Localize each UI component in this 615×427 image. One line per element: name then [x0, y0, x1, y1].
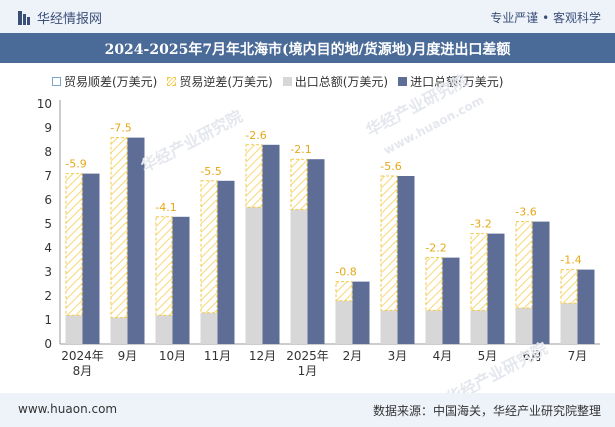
deficit-data-label: -3.2 [470, 218, 491, 231]
y-tick-label: 8 [44, 145, 52, 159]
y-tick-label: 0 [44, 337, 52, 351]
import-bar [577, 269, 595, 344]
legend-swatch-deficit [167, 77, 177, 86]
import-bar [262, 144, 280, 344]
y-tick-label: 1 [44, 313, 52, 327]
legend-label-deficit: 贸易逆差(万美元) [179, 75, 273, 89]
export-bar [335, 300, 353, 344]
brand-name: 华经情报网 [37, 12, 103, 27]
legend-item-deficit: 贸易逆差(万美元) [167, 73, 273, 90]
deficit-data-label: -2.1 [290, 143, 311, 156]
legend-label-import: 进口总额(万美元) [410, 75, 504, 89]
deficit-data-label: -2.6 [245, 129, 266, 142]
legend-item-surplus: 贸易顺差(万美元) [52, 73, 157, 90]
deficit-bar [290, 158, 308, 211]
x-tick-label: 7月 [568, 349, 588, 363]
deficit-data-label: -5.5 [200, 165, 221, 178]
y-tick-label: 10 [37, 97, 52, 111]
import-bar [217, 180, 235, 344]
legend-label-surplus: 贸易顺差(万美元) [64, 75, 158, 89]
legend-item-export: 出口总额(万美元) [282, 73, 389, 90]
brand-logo-icon [18, 10, 30, 25]
deficit-bar [65, 173, 83, 316]
y-tick-label: 2 [44, 289, 52, 303]
y-tick-label: 5 [44, 217, 52, 231]
x-tick-label: 2025年 [286, 349, 329, 363]
x-tick-label: 10月 [159, 349, 186, 363]
deficit-data-label: -2.2 [425, 242, 446, 255]
legend-item-import: 进口总额(万美元) [398, 73, 504, 90]
x-tick-label: 5月 [478, 349, 498, 363]
site-link[interactable]: www.huaon.com [18, 402, 118, 416]
title-band: 2024-2025年7月年北海市(境内目的地/货源地)月度进出口差额 [0, 33, 615, 63]
footer-bar: www.huaon.com 数据来源：中国海关，华经产业研究院整理 [0, 393, 615, 427]
import-bar [532, 221, 550, 344]
export-bar [245, 207, 263, 344]
export-bar [470, 310, 488, 344]
import-bar [397, 176, 415, 344]
data-source: 数据来源：中国海关，华经产业研究院整理 [372, 404, 601, 418]
y-tick-label: 4 [44, 241, 52, 255]
deficit-data-label: -3.6 [515, 206, 536, 219]
deficit-bar [335, 281, 353, 302]
x-tick-label: 2月 [343, 349, 363, 363]
legend-label-export: 出口总额(万美元) [294, 75, 389, 89]
x-tick-label: 8月 [73, 364, 93, 378]
deficit-bar [110, 137, 128, 319]
deficit-data-label: -7.5 [110, 122, 131, 135]
chart-title: 2024-2025年7月年北海市(境内目的地/货源地)月度进出口差额 [104, 42, 511, 58]
export-bar [560, 303, 578, 344]
x-tick-label: 12月 [249, 349, 276, 363]
deficit-bar [245, 144, 263, 208]
deficit-data-label: -1.4 [560, 254, 581, 267]
y-tick-label: 3 [44, 265, 52, 279]
export-bar [515, 308, 533, 344]
deficit-data-label: -5.9 [65, 158, 86, 171]
x-tick-label: 1月 [298, 364, 318, 378]
y-tick-label: 7 [44, 169, 52, 183]
deficit-bar [560, 269, 578, 304]
brand[interactable]: 华经情报网 [18, 8, 102, 27]
legend-swatch-import [398, 77, 408, 86]
import-bar [307, 159, 325, 344]
legend-swatch-surplus [52, 77, 61, 86]
export-bar [290, 209, 308, 344]
import-bar [82, 173, 100, 344]
x-tick-label: 6月 [523, 349, 543, 363]
import-bar [172, 216, 190, 344]
deficit-data-label: -5.6 [380, 160, 401, 173]
y-tick-label: 6 [44, 193, 52, 207]
export-bar [200, 312, 218, 344]
import-bar [487, 233, 505, 344]
deficit-bar [425, 257, 443, 311]
export-bar [110, 317, 128, 344]
deficit-bar [470, 233, 488, 311]
chart-legend: 贸易顺差(万美元) 贸易逆差(万美元) 出口总额(万美元) 进口总额(万美元) [52, 73, 514, 90]
x-tick-label: 3月 [388, 349, 408, 363]
deficit-data-label: -4.1 [155, 201, 176, 214]
deficit-bar [380, 175, 398, 311]
export-bar [425, 310, 443, 344]
deficit-bar [155, 216, 173, 316]
deficit-bar [515, 221, 533, 309]
x-tick-label: 4月 [433, 349, 453, 363]
deficit-data-label: -0.8 [335, 266, 356, 279]
export-bar [380, 310, 398, 344]
legend-swatch-export [282, 77, 292, 86]
y-tick-label: 9 [44, 121, 52, 135]
tagline: 专业严谨 • 客观科学 [490, 11, 601, 25]
top-banner: 华经情报网 专业严谨 • 客观科学 [0, 0, 615, 33]
deficit-bar [200, 180, 218, 314]
export-bar [65, 315, 83, 344]
x-tick-label: 2024年 [61, 349, 104, 363]
import-bar [127, 137, 145, 344]
x-tick-label: 9月 [118, 349, 138, 363]
export-bar [155, 315, 173, 344]
import-bar [352, 281, 370, 344]
import-bar [442, 257, 460, 344]
x-tick-label: 11月 [204, 349, 231, 363]
